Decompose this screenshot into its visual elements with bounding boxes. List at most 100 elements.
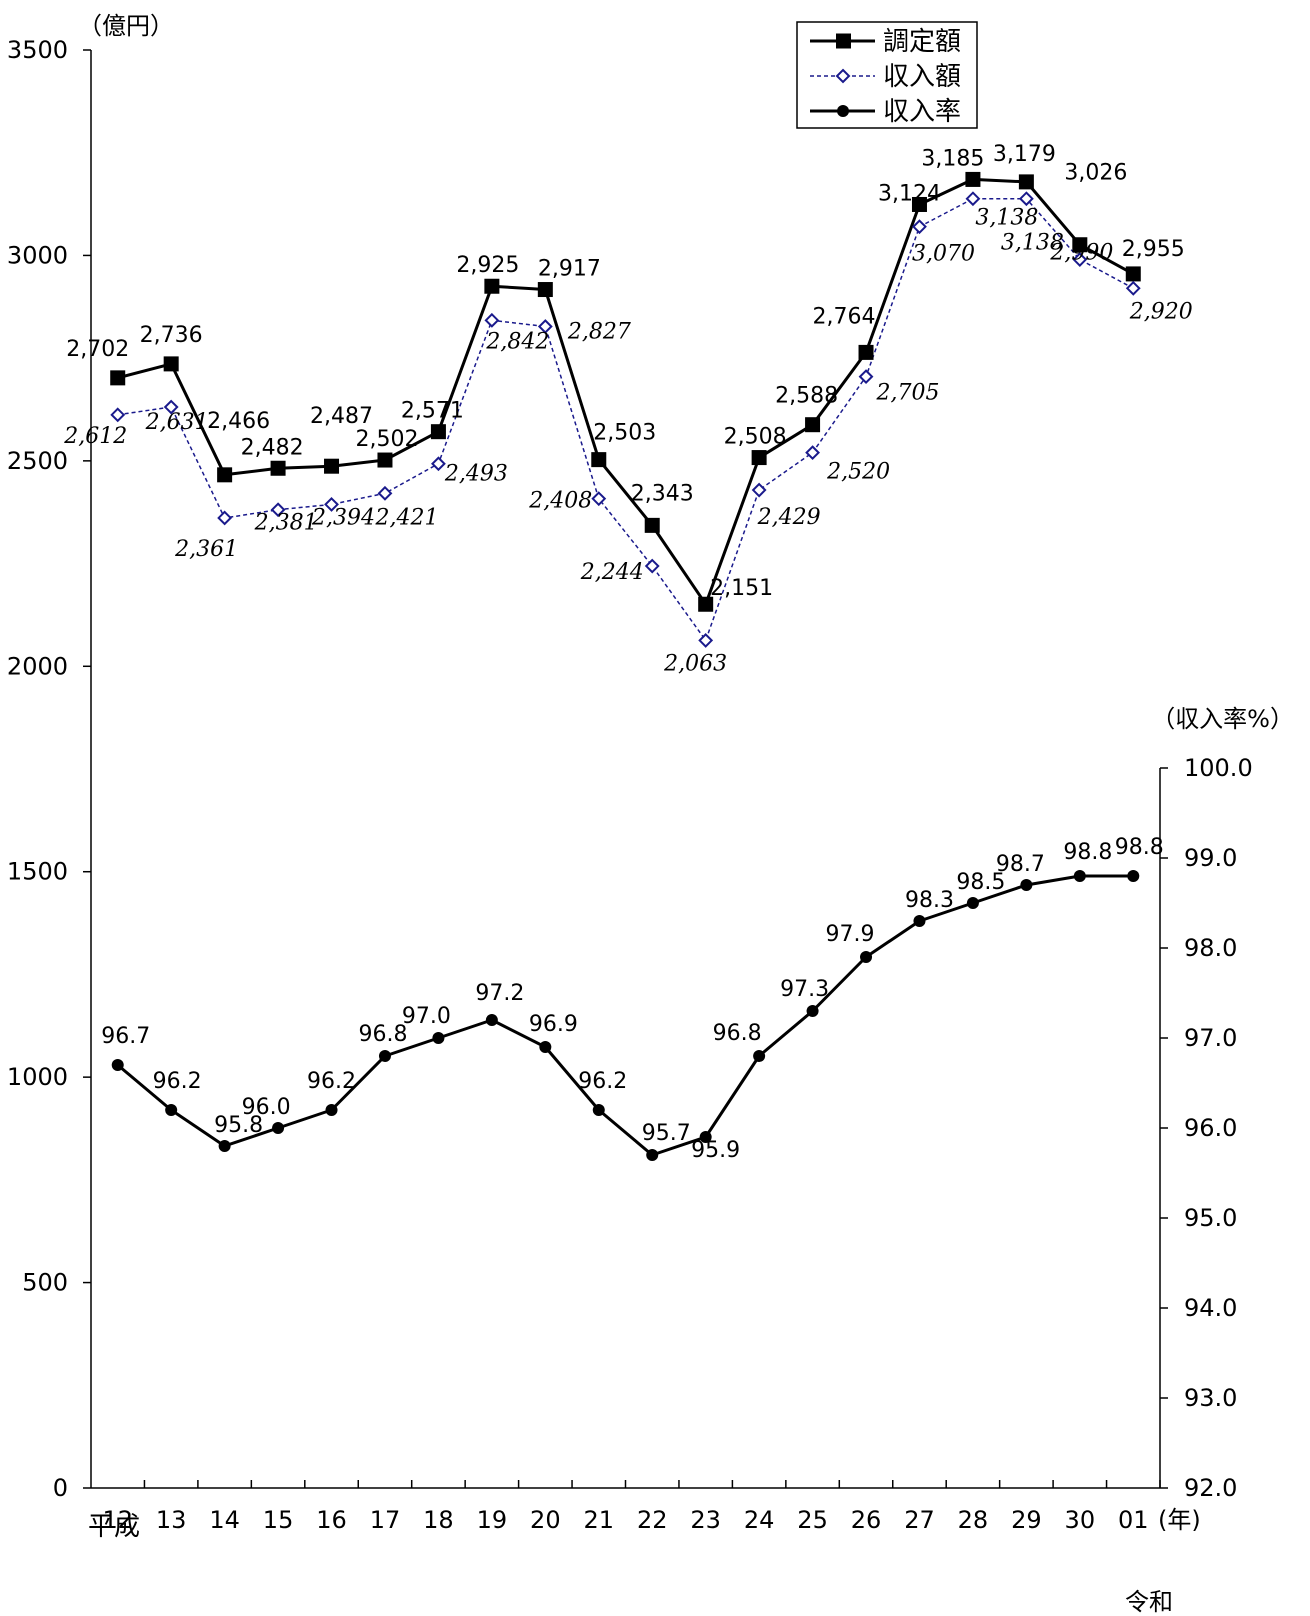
- data-label-chotei: 2,955: [1122, 237, 1185, 262]
- x-axis-tick-label: 29: [1011, 1506, 1042, 1534]
- data-point-rate: [218, 1140, 231, 1152]
- x-axis-tick-label: 24: [744, 1506, 775, 1534]
- data-label-shunyu: 2,361: [174, 537, 238, 562]
- data-label-rate: 98.7: [996, 852, 1045, 877]
- data-point-rate: [378, 1050, 391, 1062]
- data-point-rate: [806, 1005, 819, 1017]
- series-line-shunyu: [117, 197, 1134, 642]
- data-point-chotei: [805, 417, 821, 433]
- data-label-rate: 98.3: [905, 888, 954, 913]
- data-point-rate: [966, 897, 979, 909]
- data-label-chotei: 2,487: [310, 404, 373, 429]
- data-label-shunyu: 2,612: [63, 424, 127, 449]
- data-label-shunyu: 3,070: [912, 242, 975, 267]
- series-markers: [110, 171, 1141, 1161]
- data-label-rate: 97.0: [402, 1004, 451, 1029]
- data-label-rate: 98.8: [1115, 835, 1164, 860]
- data-point-shunyu: [858, 369, 874, 385]
- x-axis-tick-label: 19: [477, 1506, 508, 1534]
- legend-label: 収入額: [883, 62, 961, 92]
- data-point-rate: [699, 1131, 712, 1143]
- data-point-rate: [753, 1050, 766, 1062]
- data-label-rate: 97.9: [826, 922, 875, 947]
- x-axis-tick-label: 20: [530, 1506, 561, 1534]
- x-axis-tick-label: 15: [263, 1506, 294, 1534]
- right-axis-tick-label: 100.0: [1184, 754, 1253, 782]
- data-label-shunyu: 2,244: [580, 560, 644, 585]
- legend-marker: [837, 105, 849, 117]
- data-label-rate: 96.7: [101, 1024, 150, 1049]
- data-point-chotei: [858, 344, 874, 360]
- data-label-chotei: 2,571: [401, 399, 464, 424]
- data-label-shunyu: 3,138: [975, 206, 1038, 231]
- data-point-chotei: [965, 171, 981, 187]
- data-point-rate: [1073, 870, 1086, 882]
- data-point-chotei: [644, 517, 660, 533]
- data-label-shunyu: 2,631: [145, 410, 209, 435]
- data-point-shunyu: [965, 191, 981, 207]
- legend-marker: [835, 68, 851, 84]
- data-point-shunyu: [698, 632, 714, 648]
- data-label-rate: 95.8: [214, 1113, 263, 1138]
- data-point-shunyu: [1018, 191, 1034, 207]
- data-label-chotei: 3,185: [921, 146, 984, 171]
- data-label-shunyu: 2,920: [1129, 299, 1193, 324]
- right-axis-tick-label: 97.0: [1184, 1024, 1237, 1052]
- data-label-chotei: 2,917: [538, 257, 601, 282]
- data-point-rate: [432, 1032, 445, 1044]
- data-label-shunyu: 2,063: [663, 651, 727, 676]
- data-point-shunyu: [591, 491, 607, 507]
- data-label-rate: 98.5: [956, 870, 1005, 895]
- data-point-shunyu: [912, 219, 927, 235]
- data-point-rate: [592, 1104, 605, 1116]
- data-point-chotei: [698, 596, 714, 612]
- data-point-rate: [539, 1041, 552, 1053]
- legend-label: 調定額: [883, 27, 961, 57]
- data-label-chotei: 2,343: [631, 481, 694, 506]
- x-axis-tick-label: 30: [1065, 1506, 1096, 1534]
- left-axis-tick-label: 3500: [7, 36, 68, 64]
- data-point-shunyu: [324, 496, 339, 512]
- x-axis-tick-label: 25: [797, 1506, 828, 1534]
- data-label-shunyu: 2,990: [1049, 241, 1113, 266]
- right-axis-tick-label: 92.0: [1184, 1474, 1237, 1502]
- data-point-chotei: [1125, 266, 1141, 282]
- data-label-chotei: 2,503: [593, 421, 656, 446]
- data-point-shunyu: [431, 456, 446, 472]
- data-point-chotei: [324, 458, 340, 474]
- data-label-chotei: 2,588: [775, 384, 838, 409]
- data-label-chotei: 2,508: [724, 425, 787, 450]
- data-point-rate: [272, 1122, 285, 1134]
- data-label-rate: 95.9: [691, 1138, 740, 1163]
- data-label-chotei: 2,151: [710, 576, 773, 601]
- data-point-rate: [913, 915, 926, 927]
- data-point-shunyu: [217, 510, 233, 526]
- legend-marker: [836, 33, 851, 49]
- era-end-label: 令和: [1125, 1588, 1173, 1616]
- left-axis-tick-label: 500: [22, 1269, 68, 1297]
- x-axis-tick-label: 18: [423, 1506, 454, 1534]
- right-axis-tick-label: 93.0: [1184, 1384, 1237, 1412]
- data-label-shunyu: 2,520: [826, 460, 890, 485]
- data-label-rate: 98.8: [1063, 840, 1112, 865]
- x-axis-tick-label: 13: [156, 1506, 187, 1534]
- data-point-shunyu: [1072, 252, 1088, 267]
- x-axis-tick-label: 26: [851, 1506, 882, 1534]
- x-axis-tick-label: 23: [690, 1506, 721, 1534]
- data-label-rate: 95.7: [642, 1121, 691, 1146]
- data-point-rate: [860, 951, 873, 963]
- data-label-rate: 96.0: [242, 1095, 291, 1120]
- data-point-chotei: [537, 282, 553, 298]
- data-label-shunyu: 2,381: [254, 511, 318, 536]
- left-axis-tick-label: 2000: [7, 652, 68, 680]
- right-axis-unit: （収入率%）: [1151, 705, 1294, 733]
- data-point-rate: [646, 1149, 659, 1161]
- x-axis-tick-label: 12: [102, 1506, 133, 1534]
- x-axis-tick-label: 27: [904, 1506, 935, 1534]
- data-point-shunyu: [270, 502, 286, 518]
- left-axis-tick-label: 3000: [7, 241, 68, 269]
- data-point-chotei: [430, 424, 446, 440]
- data-point-rate: [111, 1059, 124, 1071]
- data-label-chotei: 2,702: [66, 337, 129, 362]
- data-point-shunyu: [163, 399, 179, 415]
